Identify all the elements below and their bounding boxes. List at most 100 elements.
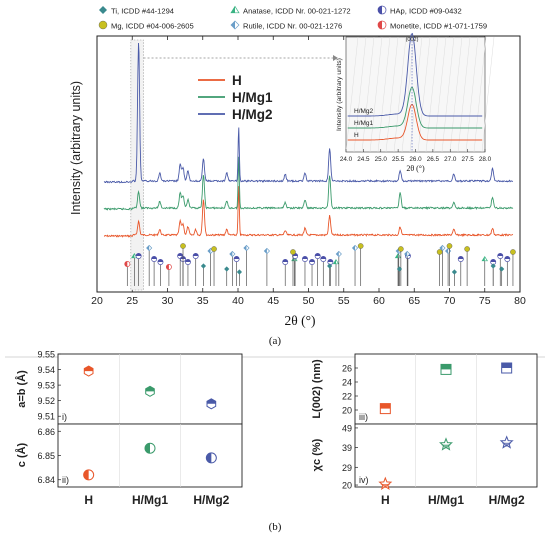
param-y-tick-label: 20 (342, 406, 352, 416)
xrd-main-chart: Intensity (arbitrary units) 20 25 30 35 40 45… (69, 32, 526, 328)
peak-zoom-region (130, 39, 144, 291)
inset-hatch (449, 36, 463, 153)
param-point-h-mg1 (439, 437, 453, 451)
ref-marker-rutile (229, 250, 236, 258)
param-y-tick-label: 49 (342, 423, 352, 433)
param-point-h-mg1 (440, 363, 452, 375)
legend-label-monetite: Monetite, ICDD #1-071-1759 (390, 22, 487, 31)
series-legend-label: H/Mg2 (232, 107, 273, 122)
param-y-tick-label: 20 (342, 481, 352, 491)
ref-marker-mg (398, 246, 404, 252)
ref-marker-hap (314, 253, 321, 259)
inset-hatch (409, 36, 423, 153)
ref-marker-hap (233, 256, 240, 262)
inset-trace (347, 86, 483, 129)
ref-marker-ti (327, 263, 333, 269)
series-legend-label: H (232, 73, 242, 88)
ref-marker-hap (320, 256, 327, 262)
param-y-tick-label: 9.52 (37, 396, 55, 406)
inset-hatch (377, 36, 391, 153)
param-y-tick-label: 6.84 (37, 475, 55, 485)
ref-marker-rutile (243, 244, 250, 252)
ref-marker-ti (224, 266, 230, 272)
ref-marker-rutile (439, 244, 446, 252)
param-y-label-l002: L(002) (nm) (311, 359, 323, 419)
x-tick-label: 50 (303, 295, 315, 307)
inset-hatch (457, 36, 471, 153)
inset-x-tick-label: 24.5 (357, 156, 370, 163)
param-y-label-chic: χc (%) (311, 438, 323, 471)
inset-x-tick-label: 24.0 (340, 156, 353, 163)
ref-marker-hap (497, 253, 504, 259)
category-label-right: H/Mg2 (489, 493, 525, 507)
ref-marker-ti (200, 263, 207, 269)
inset-hatch (353, 36, 367, 153)
ref-marker-ti (236, 269, 243, 275)
param-y-tick-label: 9.53 (37, 381, 55, 391)
ref-marker-hap (327, 259, 334, 265)
panel-a-label: (a) (269, 335, 282, 347)
ref-marker-hap (157, 259, 164, 265)
ref-marker-mg (446, 243, 453, 249)
ref-marker-hap (504, 256, 511, 262)
category-label-left: H (84, 493, 93, 507)
ref-marker-hap (457, 256, 464, 262)
ref-marker-rutile (444, 247, 452, 255)
inset-hatch (425, 36, 439, 153)
reference-markers (124, 243, 516, 286)
legend-label-rutile: Rutile, ICDD Nr. 00-021-1276 (243, 22, 342, 31)
category-label-left: H/Mg2 (193, 493, 229, 507)
zoom-arrow-head (333, 55, 338, 61)
structural-parameters-charts: 9.55 9.54 9.53 9.52 9.51 i) 6.86 6.85 6.84 ii) a=b… (15, 350, 538, 507)
inset-x-axis-label: 2θ (°) (406, 164, 425, 173)
inset-series-label: H/Mg2 (354, 108, 374, 115)
x-tick-label: 75 (479, 295, 491, 307)
xrd-x-axis-label-group: 2θ (°) (285, 313, 316, 328)
inset-hatch (465, 36, 479, 153)
ref-marker-mg (510, 249, 516, 255)
ref-marker-rutile (263, 247, 270, 255)
category-label-right: H (381, 493, 390, 507)
series-legend: H H/Mg1 H/Mg2 (198, 73, 273, 122)
inset-hatch (385, 36, 399, 153)
inset-trace (347, 32, 483, 117)
inset-x-tick-label: 26.0 (409, 156, 422, 163)
ref-marker-ti (451, 269, 458, 275)
param-y-tick-label: 26 (342, 364, 352, 374)
param-panel-id: iii) (359, 412, 368, 422)
param-point-h-mg2 (501, 362, 513, 374)
inset-y-axis-label: Intensity (arbitrary units) (336, 58, 343, 131)
param-point-h (83, 469, 95, 481)
inset-002-peak: Intensity (arbitrary units) 24.0 24.5 25.0 2… (336, 32, 495, 173)
legend-mg-circle-icon (98, 20, 108, 30)
ref-marker-rutile (146, 244, 153, 252)
ref-marker-rutile (351, 244, 359, 252)
legend-label-ti: Ti, ICDD #44-1294 (111, 7, 174, 16)
inset-hatch (345, 36, 359, 153)
param-panel-iv: 49 39 29 20 iv) (342, 423, 538, 491)
param-point-h (83, 365, 94, 377)
param-point-h-mg1 (145, 385, 155, 397)
inset-hatch (473, 36, 487, 153)
x-tick-label: 30 (162, 295, 174, 307)
param-y-tick-label: 39 (342, 443, 352, 453)
inset-trace (347, 103, 483, 141)
param-point-h-mg2 (499, 435, 514, 449)
inset-x-tick-label: 26.5 (427, 156, 440, 163)
legend-label-anatase: Anatase, ICDD Nr. 00-021-1272 (243, 7, 351, 16)
ref-marker-hap (192, 253, 199, 259)
inset-hatch (433, 36, 447, 153)
inset-x-tick-label: 25.0 (375, 156, 388, 163)
inset-hatch (481, 36, 495, 153)
x-tick-label: 45 (267, 295, 279, 307)
legend-rutile-half-diamond-icon (230, 20, 240, 30)
param-point-h-mg2 (205, 452, 217, 464)
xrd-trace-h (103, 186, 514, 238)
param-y-label-c: c (Å) (15, 442, 28, 467)
legend-monetite-half-circle-icon (377, 20, 387, 30)
inset-hatch (441, 36, 455, 153)
ref-marker-mg (357, 243, 364, 249)
ref-marker-hap (282, 259, 289, 265)
x-tick-label: 70 (444, 295, 456, 307)
param-panel-id: i) (62, 412, 67, 422)
